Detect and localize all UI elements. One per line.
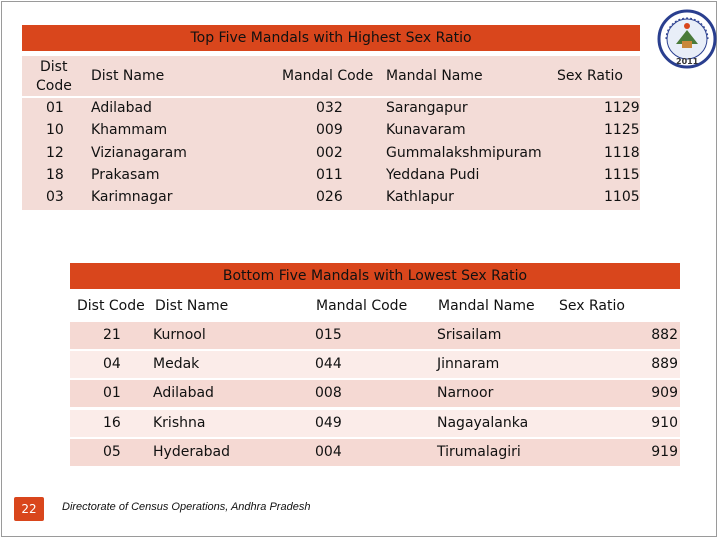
row-dist-name: Krishna: [153, 415, 206, 431]
row-sex-ratio: 909: [651, 385, 678, 401]
row-dist-code: 21: [103, 327, 121, 343]
census-logo-icon: [656, 8, 718, 70]
footer-text: Directorate of Census Operations, Andhra…: [62, 501, 311, 513]
top-row-dist-code: 18: [46, 167, 64, 183]
header-dist-name: Dist Name: [91, 68, 165, 84]
bottom-table-title: Bottom Five Mandals with Lowest Sex Rati…: [70, 263, 680, 289]
row-dist-code: 05: [103, 444, 121, 460]
row-mandal-code: 015: [315, 327, 342, 343]
top-table: Dist Code Dist Name Mandal Code Mandal N…: [22, 56, 640, 210]
row-mandal-code: 049: [315, 415, 342, 431]
header-mandal-code: Mandal Code: [316, 298, 408, 314]
row-mandal-code: 004: [315, 444, 342, 460]
top-row-dist-code: 10: [46, 122, 64, 138]
top-table-body: 01 Adilabad 032 Sarangapur 1129 10 Khamm…: [22, 98, 640, 210]
row-mandal-name: Narnoor: [437, 385, 494, 401]
page-number: 22: [14, 497, 44, 521]
top-row-mandal-name: Kunavaram: [386, 122, 466, 138]
bottom-table-header-row: Dist Code Dist Name Mandal Code Mandal N…: [70, 293, 680, 320]
table-row: 01 Adilabad 008 Narnoor 909: [70, 380, 680, 407]
row-dist-name: Hyderabad: [153, 444, 230, 460]
top-row-mandal-name: Kathlapur: [386, 189, 454, 205]
top-row-mandal-code: 009: [316, 122, 343, 138]
top-table-title: Top Five Mandals with Highest Sex Ratio: [22, 25, 640, 51]
table-row: 05 Hyderabad 004 Tirumalagiri 919: [70, 439, 680, 466]
row-dist-name: Adilabad: [153, 385, 214, 401]
row-dist-name: Kurnool: [153, 327, 206, 343]
header-dist-code-line2: Code: [36, 78, 72, 94]
top-row-sex-ratio: 1115: [604, 167, 640, 183]
row-dist-code: 16: [103, 415, 121, 431]
top-row-sex-ratio: 1125: [604, 122, 640, 138]
table-row: 04 Medak 044 Jinnaram 889: [70, 351, 680, 378]
row-dist-code: 01: [103, 385, 121, 401]
header-dist-code: Dist Code: [77, 298, 145, 314]
top-row-dist-name: Prakasam: [91, 167, 160, 183]
top-row-dist-code: 01: [46, 100, 64, 116]
top-row-dist-name: Khammam: [91, 122, 168, 138]
top-row-dist-name: Karimnagar: [91, 189, 173, 205]
top-row-sex-ratio: 1129: [604, 100, 640, 116]
top-row-dist-code: 12: [46, 145, 64, 161]
top-row-sex-ratio: 1118: [604, 145, 640, 161]
row-mandal-name: Jinnaram: [437, 356, 500, 372]
row-mandal-code: 044: [315, 356, 342, 372]
row-dist-name: Medak: [153, 356, 200, 372]
header-dist-name: Dist Name: [155, 298, 229, 314]
top-row-mandal-code: 002: [316, 145, 343, 161]
top-row-mandal-code: 032: [316, 100, 343, 116]
row-mandal-name: Tirumalagiri: [437, 444, 521, 460]
table-row: 16 Krishna 049 Nagayalanka 910: [70, 410, 680, 437]
top-row-mandal-code: 011: [316, 167, 343, 183]
top-row-mandal-name: Gummalakshmipuram: [386, 145, 542, 161]
top-row-mandal-name: Sarangapur: [386, 100, 468, 116]
header-mandal-name: Mandal Name: [438, 298, 535, 314]
header-sex-ratio: Sex Ratio: [557, 68, 623, 84]
top-row-mandal-name: Yeddana Pudi: [386, 167, 480, 183]
logo-year: 2011: [676, 57, 699, 66]
header-mandal-name: Mandal Name: [386, 68, 483, 84]
top-table-header-row: Dist Code Dist Name Mandal Code Mandal N…: [22, 56, 640, 96]
table-row: 21 Kurnool 015 Srisailam 882: [70, 322, 680, 349]
row-dist-code: 04: [103, 356, 121, 372]
row-mandal-code: 008: [315, 385, 342, 401]
row-mandal-name: Nagayalanka: [437, 415, 529, 431]
top-row-dist-name: Vizianagaram: [91, 145, 187, 161]
top-row-dist-name: Adilabad: [91, 100, 152, 116]
top-row-sex-ratio: 1105: [604, 189, 640, 205]
row-sex-ratio: 910: [651, 415, 678, 431]
header-dist-code-line1: Dist: [40, 59, 68, 75]
header-mandal-code: Mandal Code: [282, 68, 374, 84]
row-sex-ratio: 919: [651, 444, 678, 460]
row-sex-ratio: 889: [651, 356, 678, 372]
row-mandal-name: Srisailam: [437, 327, 502, 343]
header-sex-ratio: Sex Ratio: [559, 298, 625, 314]
top-row-dist-code: 03: [46, 189, 64, 205]
row-sex-ratio: 882: [651, 327, 678, 343]
top-row-mandal-code: 026: [316, 189, 343, 205]
